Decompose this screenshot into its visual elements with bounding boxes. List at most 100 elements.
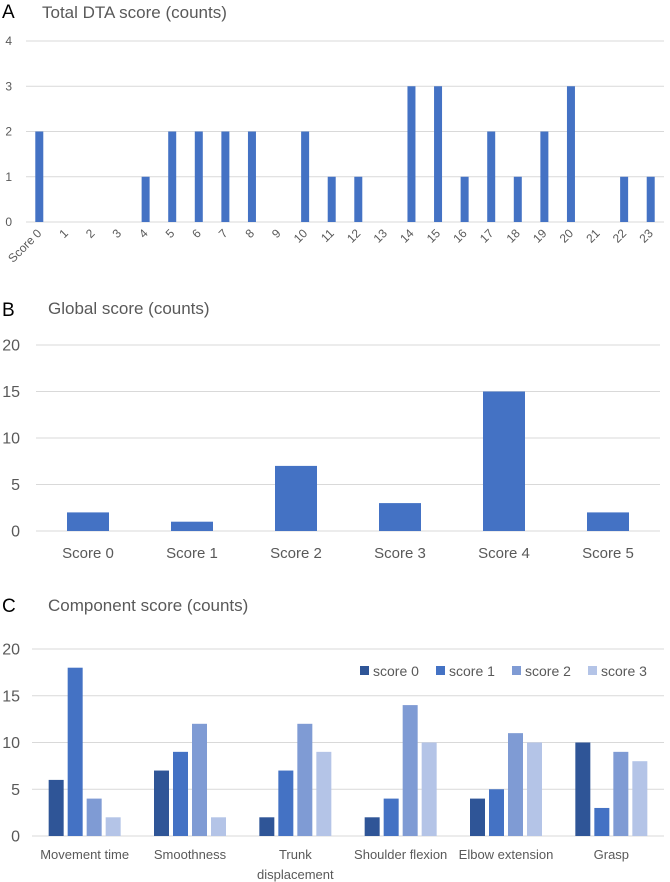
panel-b-xtick-label: Score 3 (374, 545, 426, 562)
panel-c-legend-swatch (436, 666, 445, 675)
panel-c-xtick-label: Elbow extension (459, 847, 554, 862)
panel-a-bar (407, 86, 416, 222)
panel-a-bar (327, 176, 336, 222)
panel-c-bar (402, 705, 418, 836)
panel-b-xtick-label: Score 1 (166, 545, 218, 562)
panel-a-ytick-label: 4 (5, 34, 12, 48)
panel-c-bar (383, 798, 399, 836)
panel-a-bar (487, 131, 496, 222)
panel-a-bar (168, 131, 177, 222)
panel-c-letter: C (2, 596, 16, 617)
panel-c-bar (154, 770, 169, 836)
panel-c-bar (211, 817, 226, 836)
panel-c-bar (105, 817, 121, 836)
panel-b-letter: B (2, 300, 15, 321)
panel-c-bar (173, 751, 188, 836)
panel-c-legend-label: score 0 (373, 663, 419, 679)
panel-b-bar (379, 503, 421, 531)
panel-a-xtick-label: 3 (110, 226, 125, 241)
panel-b-ytick-label: 20 (2, 338, 20, 355)
panel-c-legend-swatch (588, 666, 597, 675)
panel-b-ytick-label: 5 (11, 477, 20, 494)
panel-a-xtick-label: 20 (557, 226, 577, 246)
panel-a-bar (566, 86, 575, 222)
panel-c-bar (575, 742, 591, 836)
panel-a-xtick-label: 8 (242, 226, 257, 241)
panel-c-bar (86, 798, 102, 836)
panel-c-chart: 0 5 10 15 20 Movement time Smoothness Trunk disp… (2, 642, 664, 882)
panel-b-bar (67, 512, 109, 531)
panel-c-bar (489, 789, 504, 836)
panel-c-ytick-label: 10 (2, 735, 20, 752)
panel-c-bar (508, 733, 523, 836)
panel-c-bar (594, 807, 610, 836)
panel-a-bar (301, 131, 310, 222)
panel-c-bar (613, 751, 629, 836)
panel-a-xtick-label: 22 (610, 226, 630, 246)
panel-a-ytick-label: 3 (5, 79, 12, 93)
panel-b-xtick-label: Score 5 (582, 545, 634, 562)
panel-c-xtick-label: displacement (257, 867, 334, 882)
panel-c-xtick-label: Smoothness (154, 847, 227, 862)
panel-a-bar (354, 176, 363, 222)
panel-a-ytick-label: 0 (5, 215, 12, 229)
panel-a-xtick-label: 21 (583, 226, 603, 246)
panel-a-bar (247, 131, 256, 222)
panel-a-xtick-label: 12 (344, 226, 364, 246)
panel-a-xtick-label: 5 (163, 226, 178, 241)
panel-c-xtick-label: Movement time (40, 847, 129, 862)
panel-b-bar (587, 512, 629, 531)
panel-b-xtick-label: Score 2 (270, 545, 322, 562)
panel-a-xtick-label: 16 (450, 226, 470, 246)
panel-a-bar (513, 176, 522, 222)
panel-c-title: Component score (counts) (48, 596, 248, 615)
panel-a-bar (620, 176, 629, 222)
panel-c-bar (316, 751, 332, 836)
panel-b-xtick-label: Score 4 (478, 545, 530, 562)
panel-c-bar (48, 779, 64, 836)
panel-a-bar (646, 176, 655, 222)
panel-a-bar (460, 176, 469, 222)
panel-a-ytick-label: 2 (5, 125, 12, 139)
panel-c-bar (527, 742, 542, 836)
panel-c-xtick-label: Grasp (594, 847, 629, 862)
panel-c-bar (632, 761, 648, 836)
panel-a-xtick-label: 15 (424, 226, 444, 246)
panel-a-xtick-label: 2 (83, 226, 98, 241)
panel-a-xtick-label: 4 (136, 226, 151, 241)
panel-a-xtick-label: 17 (477, 226, 497, 246)
panel-a-bar (221, 131, 230, 222)
panel-b-ytick-label: 10 (2, 431, 20, 448)
panel-c-bar (259, 817, 275, 836)
panel-a-xtick-label: 1 (56, 226, 71, 241)
panel-a-xtick-label: 14 (397, 226, 417, 246)
panel-b-bar (171, 521, 213, 531)
panel-c-bar (67, 667, 83, 836)
panel-a-bar (434, 86, 443, 222)
panel-a-ytick-label: 1 (5, 170, 12, 184)
panel-c-bar (421, 742, 437, 836)
panel-b-title: Global score (counts) (48, 299, 210, 318)
panel-c-bar (297, 723, 313, 836)
panel-a-xtick-label: 10 (291, 226, 311, 246)
panel-a-bar (35, 131, 44, 222)
panel-c-bar (470, 798, 485, 836)
panel-c-bar (364, 817, 380, 836)
panel-a-bar (194, 131, 203, 222)
panel-a-xtick-label: 13 (371, 226, 391, 246)
panel-a-title: Total DTA score (counts) (42, 3, 227, 22)
panel-b-ytick-label: 0 (11, 524, 20, 541)
panel-c-ytick-label: 0 (11, 829, 20, 846)
panel-a-bar (141, 176, 150, 222)
panel-a-xtick-label: 6 (189, 226, 204, 241)
panel-a-xtick-label: 11 (318, 226, 337, 245)
panel-c-ytick-label: 20 (2, 642, 20, 659)
panel-c-legend-label: score 2 (525, 663, 571, 679)
panel-c-legend-label: score 3 (601, 663, 647, 679)
panel-c-xtick-label: Shoulder flexion (354, 847, 447, 862)
panel-c-legend-label: score 1 (449, 663, 495, 679)
panel-c-ytick-label: 5 (11, 782, 20, 799)
panel-a-xtick-label: Score 0 (5, 226, 44, 265)
